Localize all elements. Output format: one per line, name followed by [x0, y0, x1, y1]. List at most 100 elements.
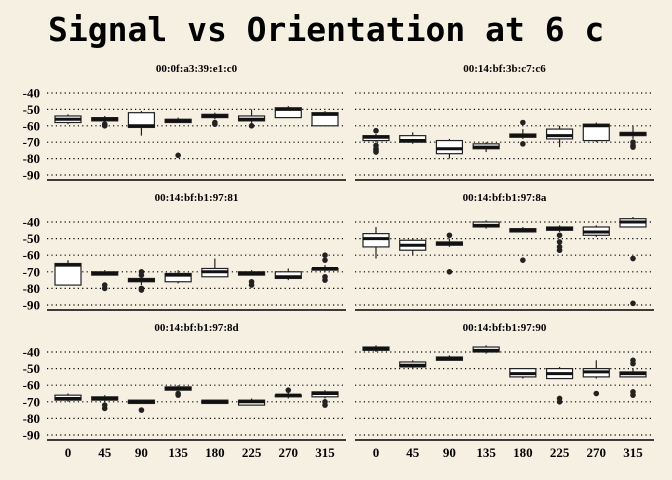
y-tick-label: -90: [23, 298, 40, 313]
outlier-point: [556, 239, 563, 245]
box-group: [237, 270, 266, 288]
y-tick-label: -60: [23, 378, 40, 393]
y-tick-label: -40: [23, 215, 40, 230]
chart-title: Signal vs Orientation at 6 c: [48, 10, 604, 49]
outlier-point: [630, 255, 636, 262]
x-tick-label: 270: [279, 445, 299, 460]
box-group: [399, 360, 427, 369]
box-group: [509, 226, 537, 263]
box: [545, 128, 574, 140]
outlier-point: [630, 144, 636, 150]
box-group: [164, 385, 192, 398]
box-group: [164, 117, 192, 159]
x-tick-label: 0: [65, 445, 72, 460]
y-tick-label: -60: [23, 248, 40, 263]
x-tick-label: 225: [242, 445, 262, 460]
box-group: [127, 399, 156, 413]
panel-label: 00:14:bf:3b:c7:c6: [463, 63, 546, 75]
panel-label: 00:0f:a3:39:e1:c0: [156, 63, 238, 75]
panel-label: 00:14:bf:b1:97:81: [155, 192, 239, 204]
box: [435, 139, 464, 155]
x-tick-label: 45: [406, 445, 420, 460]
box-group: [54, 114, 82, 125]
box: [274, 107, 302, 119]
outlier-point: [630, 360, 636, 367]
y-tick-label: -80: [23, 411, 40, 426]
outlier-point: [593, 390, 600, 397]
box-group: [582, 225, 610, 237]
x-tick-label: 90: [443, 445, 456, 460]
y-tick-label: -70: [23, 135, 40, 150]
x-tick-label: 45: [98, 445, 112, 460]
panel: 00:14:bf:b1:97:8a: [355, 192, 654, 311]
y-tick-label: -90: [23, 168, 40, 183]
panel: 00:0f:a3:39:e1:c0 -40-50-60 -70-80 -90: [23, 63, 346, 183]
outlier-point: [101, 405, 108, 412]
outlier-point: [138, 407, 145, 413]
box-group: [237, 398, 266, 406]
box-group: [311, 252, 339, 283]
outlier-point: [101, 123, 108, 129]
outlier-point: [373, 127, 379, 134]
box: [311, 112, 339, 127]
outlier-point: [322, 402, 328, 408]
outlier-point: [138, 287, 145, 293]
box-group: [545, 125, 574, 148]
box-group: [362, 345, 390, 352]
box-group: [237, 109, 266, 129]
box-group: [311, 390, 339, 408]
box-group: [619, 125, 647, 150]
box-group: [54, 260, 82, 286]
outlier-point: [212, 121, 218, 127]
box-group: [509, 368, 537, 379]
x-tick-label: 135: [476, 445, 496, 460]
x-tick-label: 315: [315, 445, 335, 460]
outlier-point: [285, 387, 292, 393]
outlier-point: [138, 272, 145, 278]
y-tick-label: -80: [23, 151, 40, 166]
box-group: [582, 122, 610, 143]
x-tick-label: 0: [373, 445, 380, 460]
box-group: [127, 111, 156, 136]
box-group: [54, 393, 82, 402]
outlier-point: [520, 257, 526, 263]
outlier-point: [373, 149, 379, 155]
x-tick-label: 180: [513, 445, 533, 460]
outlier-point: [556, 399, 563, 405]
box-group: [435, 232, 464, 275]
box: [399, 135, 427, 143]
box-group: [127, 269, 156, 293]
outlier-point: [520, 141, 526, 147]
x-tick-label: 315: [623, 445, 643, 460]
box-group: [201, 258, 229, 278]
box-group: [472, 220, 500, 229]
outlier-point: [248, 282, 255, 288]
x-tick-label: 270: [587, 445, 607, 460]
box-group: [362, 226, 390, 259]
box-group: [545, 366, 574, 405]
box: [164, 272, 192, 283]
y-tick-label: -50: [23, 102, 40, 117]
box-group: [91, 115, 119, 129]
x-tick-label: 225: [550, 445, 570, 460]
panels-group: 00:0f:a3:39:e1:c0-40-50-60-70-80-9000:14…: [23, 63, 654, 460]
box-group: [435, 138, 464, 159]
y-tick-label: -60: [23, 118, 40, 133]
outlier-point: [175, 392, 181, 398]
box-group: [201, 112, 229, 127]
box-group: [472, 345, 500, 354]
panel: 00:14:bf:3b:c7:c6: [355, 63, 654, 181]
box-group: [619, 357, 647, 398]
panel: 00:14:bf:b1:97:81 -40-50 -60-70 -80 -90: [23, 192, 346, 313]
y-tick-label: -50: [23, 361, 40, 376]
y-tick-label: -40: [23, 345, 40, 360]
outlier-point: [630, 392, 636, 398]
x-tick-label: 180: [205, 445, 225, 460]
outlier-point: [175, 152, 181, 159]
outlier-point: [446, 269, 453, 275]
box-group: [399, 132, 427, 144]
box-group: [545, 225, 574, 254]
box-group: [472, 142, 500, 153]
box-group: [274, 106, 302, 119]
